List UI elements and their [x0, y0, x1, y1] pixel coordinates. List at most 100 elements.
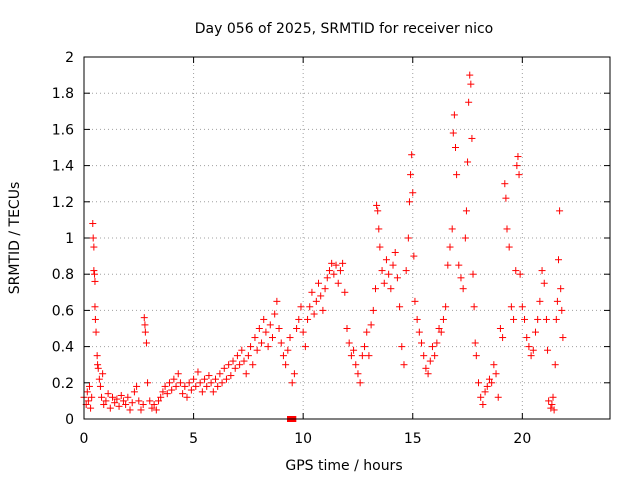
- data-point: [424, 370, 432, 378]
- data-point: [485, 375, 493, 383]
- data-point: [518, 303, 526, 311]
- y-tick-label: 1.2: [52, 195, 74, 211]
- data-point: [529, 346, 537, 354]
- data-point: [83, 388, 91, 396]
- data-point: [192, 382, 200, 390]
- data-point: [457, 274, 465, 282]
- data-point: [119, 397, 127, 405]
- y-tick-label: 0: [65, 412, 74, 428]
- data-point: [341, 288, 349, 296]
- data-point: [214, 382, 222, 390]
- data-point: [98, 393, 106, 401]
- y-tick-label: 1: [65, 231, 74, 247]
- data-point: [408, 151, 416, 159]
- data-point: [205, 372, 213, 380]
- data-point: [85, 382, 93, 390]
- data-point: [325, 267, 333, 275]
- data-point: [282, 361, 290, 369]
- data-point: [531, 328, 539, 336]
- data-point: [284, 346, 292, 354]
- y-tick-label: 0.8: [52, 267, 74, 283]
- data-point: [133, 382, 141, 390]
- data-point: [233, 352, 241, 360]
- data-point: [556, 207, 564, 215]
- data-point: [165, 379, 173, 387]
- data-point: [216, 370, 224, 378]
- data-point: [453, 171, 461, 179]
- data-point: [545, 397, 553, 405]
- data-point: [418, 339, 426, 347]
- x-tick-label: 10: [294, 431, 312, 447]
- data-point: [514, 153, 522, 161]
- data-point: [279, 352, 287, 360]
- data-point: [229, 357, 237, 365]
- data-point: [266, 321, 274, 329]
- y-tick-label: 0.4: [52, 340, 74, 356]
- data-point: [450, 111, 458, 119]
- data-point: [168, 386, 176, 394]
- data-point: [170, 375, 178, 383]
- data-point: [111, 399, 119, 407]
- data-point: [122, 401, 130, 409]
- data-point: [212, 375, 219, 383]
- data-point: [382, 256, 390, 264]
- data-point: [187, 386, 195, 394]
- data-point: [402, 267, 410, 275]
- data-point: [389, 261, 397, 269]
- data-point: [455, 261, 463, 269]
- data-point: [544, 346, 552, 354]
- data-point: [328, 259, 336, 267]
- data-point: [385, 270, 393, 278]
- data-point: [271, 310, 279, 318]
- y-tick-labels: 0 0.2 0.4 0.6 0.8 1 1.2 1.4 1.6 1.8 2: [52, 50, 74, 428]
- data-point: [552, 315, 560, 323]
- data-point: [89, 234, 97, 242]
- data-point: [91, 315, 99, 323]
- data-point: [174, 370, 182, 378]
- data-point: [548, 401, 556, 409]
- data-point: [459, 285, 467, 293]
- data-point: [179, 390, 187, 398]
- data-point: [163, 390, 171, 398]
- data-point: [288, 379, 296, 387]
- data-point: [496, 325, 504, 332]
- data-point: [277, 339, 285, 347]
- y-tick-label: 0.2: [52, 376, 74, 392]
- data-point: [523, 334, 531, 342]
- data-point: [354, 370, 362, 378]
- y-tick-label: 1.8: [52, 86, 74, 102]
- grid-lines: [84, 57, 610, 419]
- data-point: [375, 225, 383, 233]
- data-point: [218, 379, 226, 387]
- data-point: [295, 315, 303, 323]
- chart-title: Day 056 of 2025, SRMTID for receiver nic…: [195, 21, 493, 37]
- data-point: [431, 352, 439, 360]
- data-point: [312, 297, 320, 305]
- data-point: [371, 285, 379, 293]
- data-point: [290, 370, 298, 378]
- data-point: [321, 285, 329, 293]
- data-point: [525, 343, 533, 351]
- y-tick-label: 1.4: [52, 159, 74, 175]
- data-point: [251, 334, 259, 342]
- data-point: [558, 306, 566, 314]
- data-point: [396, 303, 404, 311]
- data-point: [128, 399, 136, 407]
- data-point: [297, 303, 305, 311]
- data-point: [378, 267, 386, 275]
- data-point: [130, 388, 138, 396]
- data-point: [308, 288, 316, 296]
- data-point: [255, 325, 263, 332]
- data-point: [89, 220, 97, 228]
- data-point: [231, 364, 239, 372]
- data-point: [247, 343, 255, 351]
- data-point: [92, 328, 100, 336]
- plot-frame: [83, 56, 611, 420]
- data-point: [91, 303, 99, 311]
- data-point: [413, 315, 421, 323]
- data-point: [488, 379, 496, 387]
- data-point: [339, 259, 347, 267]
- data-point: [304, 315, 312, 323]
- x-tick-label: 15: [404, 431, 422, 447]
